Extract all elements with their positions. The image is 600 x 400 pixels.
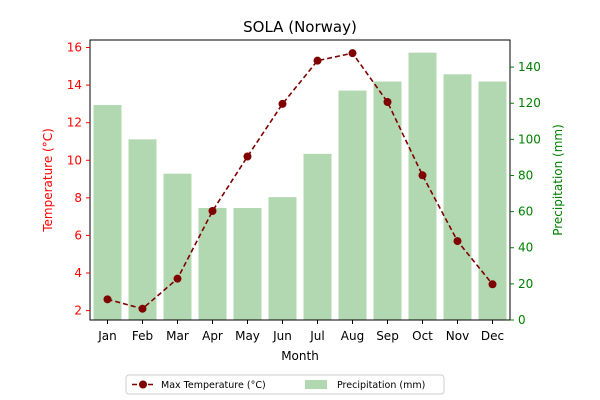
- left-y-tick-label: 2: [74, 304, 82, 318]
- temp-point-dec: [488, 280, 497, 289]
- x-axis-label: Month: [281, 349, 319, 363]
- left-y-tick-label: 16: [67, 41, 82, 55]
- legend-precip-swatch-icon: [305, 380, 327, 389]
- left-y-tick-label: 6: [74, 228, 82, 242]
- right-y-tick-label: 60: [518, 205, 533, 219]
- temp-point-jun: [278, 99, 287, 108]
- precipitation-bars: [93, 52, 507, 321]
- legend-temp-marker-icon: [139, 380, 147, 389]
- precip-bar-jul: [303, 153, 332, 320]
- precip-bar-oct: [408, 52, 437, 320]
- chart-title: SOLA (Norway): [243, 18, 357, 36]
- precip-bar-sep: [373, 81, 402, 320]
- x-tick-label: Feb: [132, 329, 153, 343]
- temp-point-nov: [453, 237, 462, 246]
- legend-box: [125, 374, 445, 395]
- x-tick-label: Oct: [412, 329, 433, 343]
- temp-point-may: [243, 152, 252, 161]
- legend: Max Temperature (°C) Precipitation (mm): [125, 374, 445, 395]
- precip-bar-apr: [198, 208, 227, 320]
- x-tick-label: Dec: [481, 329, 504, 343]
- x-tick-label: May: [235, 329, 260, 343]
- left-y-tick-label: 4: [74, 266, 82, 280]
- precip-bar-dec: [478, 81, 507, 320]
- left-axis-label: Temperature (°C): [41, 128, 55, 233]
- left-y-tick-label: 12: [67, 116, 82, 130]
- temp-point-jan: [103, 295, 112, 304]
- legend-temp-label: Max Temperature (°C): [161, 380, 266, 391]
- temp-point-jul: [313, 56, 322, 65]
- x-tick-label: Jul: [309, 329, 324, 343]
- temp-point-aug: [348, 49, 357, 58]
- temp-point-feb: [138, 304, 147, 313]
- right-y-tick-label: 0: [518, 313, 526, 327]
- temp-point-apr: [208, 207, 217, 216]
- temp-point-mar: [173, 274, 182, 283]
- right-y-tick-label: 40: [518, 241, 533, 255]
- right-y-tick-label: 100: [518, 132, 541, 146]
- legend-precip-label: Precipitation (mm): [337, 380, 425, 391]
- x-tick-label: Sep: [376, 329, 399, 343]
- x-tick-label: Jan: [97, 329, 117, 343]
- left-y-tick-label: 14: [67, 78, 82, 92]
- left-y-tick-label: 10: [67, 153, 82, 167]
- precip-bar-jun: [268, 197, 297, 320]
- precip-bar-nov: [443, 74, 472, 321]
- right-axis-label: Precipitation (mm): [551, 124, 565, 236]
- temperature-line: [103, 49, 497, 313]
- precip-bar-mar: [163, 173, 192, 320]
- right-y-tick-label: 20: [518, 277, 533, 291]
- right-y-tick-label: 120: [518, 96, 541, 110]
- x-tick-label: Aug: [341, 329, 364, 343]
- precip-bar-feb: [128, 139, 157, 320]
- precip-bar-may: [233, 208, 262, 320]
- right-y-tick-label: 80: [518, 168, 533, 182]
- x-tick-label: Jun: [272, 329, 292, 343]
- plot-frame: [89, 39, 511, 321]
- axes: Jan Feb Mar Apr May Jun Jul Aug Sep Oct Nov Dec 2 4 6 8…: [67, 39, 541, 343]
- temp-point-sep: [383, 98, 392, 107]
- precip-bar-jan: [93, 105, 122, 320]
- x-tick-label: Apr: [202, 329, 223, 343]
- x-tick-label: Mar: [166, 329, 189, 343]
- left-y-tick-label: 8: [74, 191, 82, 205]
- right-y-tick-label: 140: [518, 60, 541, 74]
- temperature-series-line: [107, 52, 494, 310]
- temp-point-oct: [418, 171, 427, 180]
- x-tick-label: Nov: [446, 329, 469, 343]
- precip-bar-aug: [338, 90, 367, 320]
